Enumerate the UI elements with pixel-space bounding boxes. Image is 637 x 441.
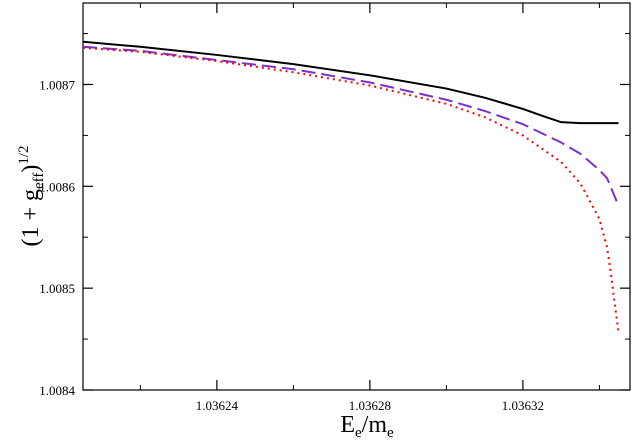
y-axis-label: (1 + geff)1/2	[16, 145, 47, 246]
y-tick-label: 1.0087	[39, 77, 75, 92]
x-axis-label: Ee/me	[340, 412, 394, 441]
series-line-dashed	[82, 45, 620, 207]
y-tick-label: 1.0084	[39, 383, 75, 398]
x-tick-label: 1.03632	[502, 398, 544, 413]
plot-frame	[82, 2, 631, 391]
y-tick-label: 1.0085	[39, 281, 75, 296]
x-tick-label: 1.03624	[196, 398, 239, 413]
series-line-dotted	[82, 46, 620, 333]
series-line-solid	[82, 40, 619, 125]
y-tick-label: 1.0086	[39, 179, 75, 194]
x-tick-label: 1.03628	[349, 398, 391, 413]
